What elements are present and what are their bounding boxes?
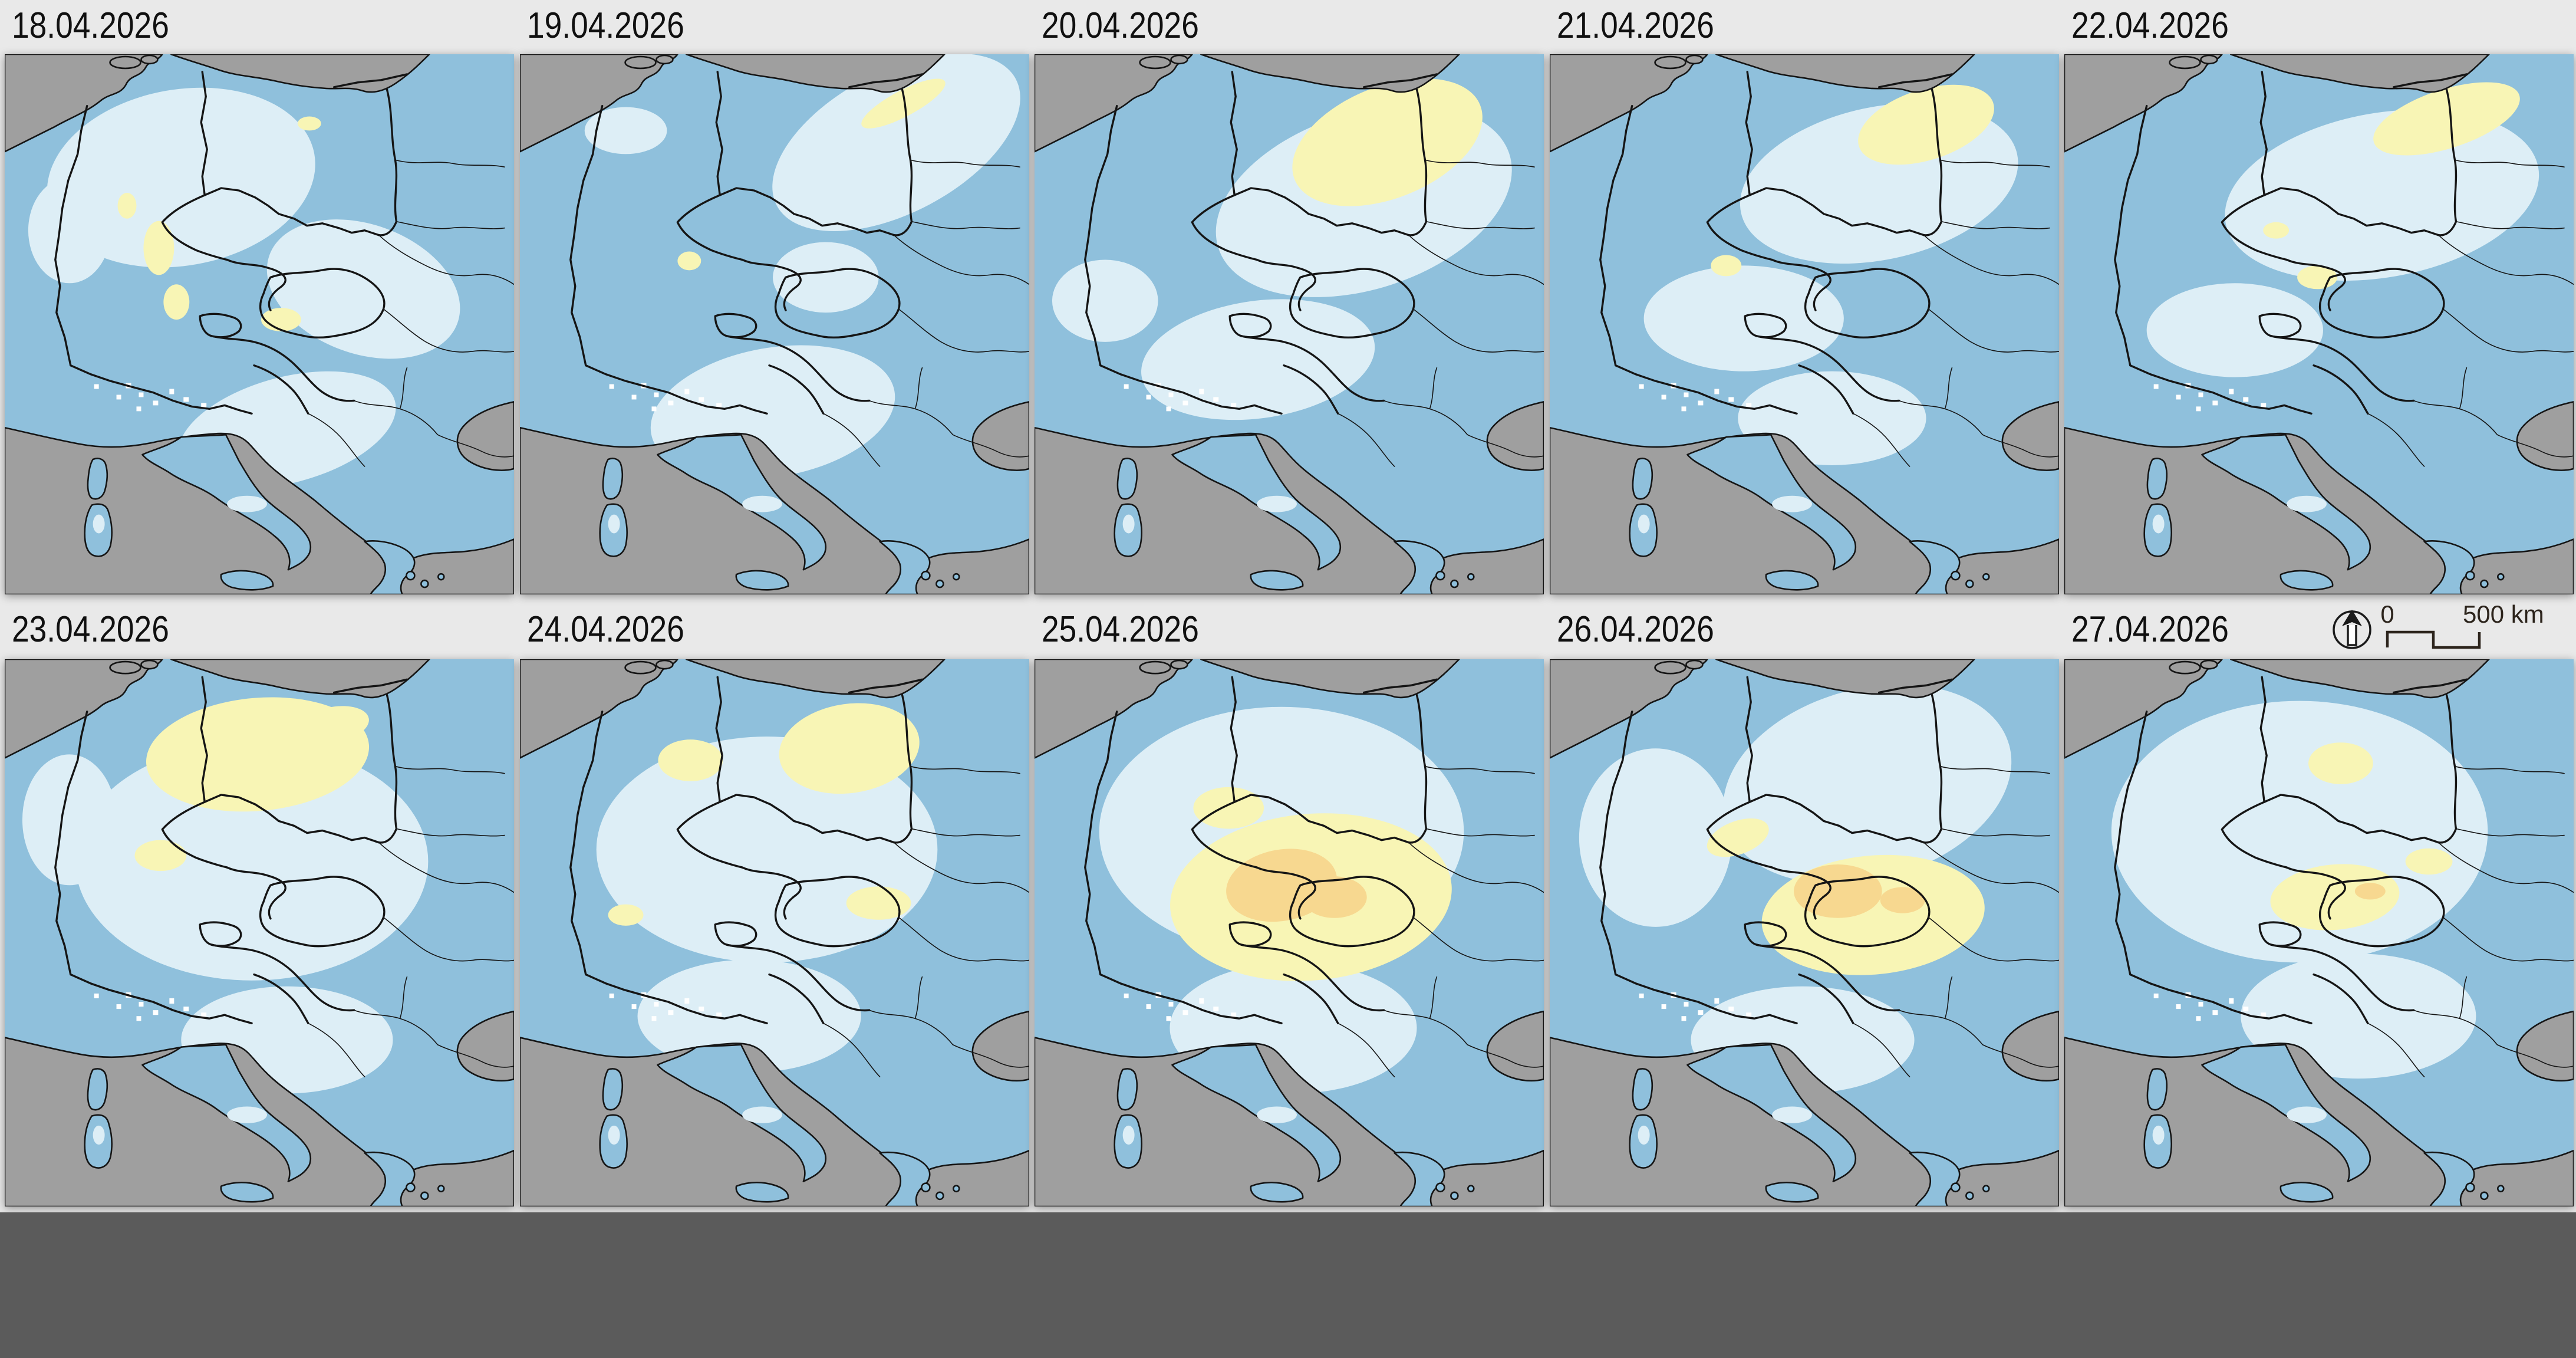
map-scale-bar: 0 500 km	[2333, 600, 2544, 649]
scale-distance-label: 500 km	[2463, 600, 2544, 628]
panel-date: 25.04.2026	[1042, 609, 1199, 650]
forecast-map-panel	[519, 659, 1029, 1206]
panel-date: 18.04.2026	[12, 5, 169, 46]
scale-zero-label: 0	[2380, 600, 2394, 628]
forecast-map-panel	[2064, 659, 2574, 1206]
panel-date: 27.04.2026	[2071, 609, 2229, 650]
forecast-map-panel	[5, 54, 514, 594]
forecast-map-panel	[5, 659, 514, 1206]
forecast-map-panel	[1035, 54, 1544, 594]
forecast-map-panel	[519, 54, 1029, 594]
panel-date: 20.04.2026	[1042, 5, 1199, 46]
footer-bar: CzechGlobe Ústav výzkumu globální změny …	[0, 1212, 2576, 1358]
forecast-map-panel	[1549, 54, 2059, 594]
forecast-map-panel	[2064, 54, 2574, 594]
panel-date: 21.04.2026	[1556, 5, 1714, 46]
forecast-map-panel	[1035, 659, 1544, 1206]
forecast-map-panel	[1549, 659, 2059, 1206]
panel-date: 26.04.2026	[1556, 609, 1714, 650]
panel-date: 22.04.2026	[2071, 5, 2229, 46]
panel-date: 23.04.2026	[12, 609, 169, 650]
north-arrow-icon	[2333, 610, 2371, 649]
panel-date: 24.04.2026	[526, 609, 684, 650]
panel-date: 19.04.2026	[526, 5, 684, 46]
